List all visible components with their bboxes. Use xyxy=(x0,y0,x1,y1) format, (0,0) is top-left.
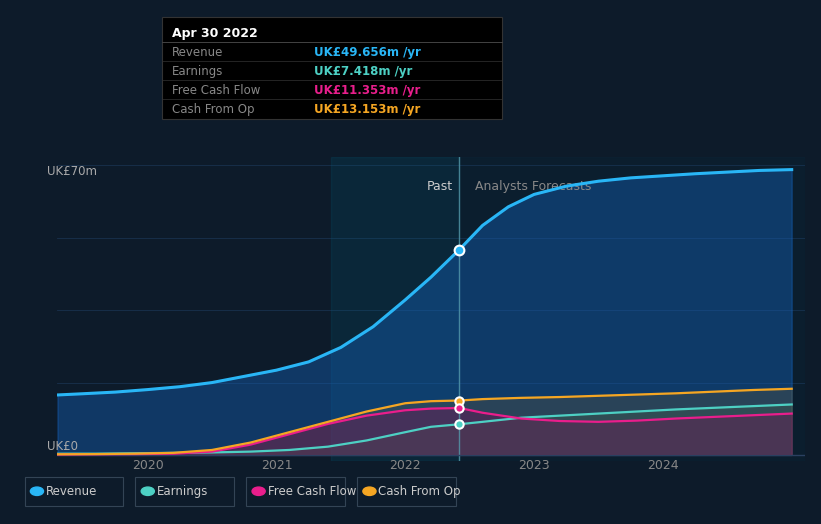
Bar xyxy=(331,157,460,461)
Text: UK£70m: UK£70m xyxy=(47,166,97,179)
Text: UK£13.153m /yr: UK£13.153m /yr xyxy=(314,103,420,116)
Text: 2023: 2023 xyxy=(518,459,550,472)
Text: Cash From Op: Cash From Op xyxy=(172,103,254,116)
Text: Earnings: Earnings xyxy=(157,485,209,498)
Text: UK£49.656m /yr: UK£49.656m /yr xyxy=(314,46,420,59)
Text: Apr 30 2022: Apr 30 2022 xyxy=(172,27,257,40)
Text: Revenue: Revenue xyxy=(172,46,223,59)
Text: UK£11.353m /yr: UK£11.353m /yr xyxy=(314,84,420,97)
Text: 2020: 2020 xyxy=(131,459,163,472)
Text: 2024: 2024 xyxy=(647,459,679,472)
Text: Analysts Forecasts: Analysts Forecasts xyxy=(475,180,591,193)
Text: 2022: 2022 xyxy=(389,459,421,472)
Text: UK£0: UK£0 xyxy=(47,440,78,453)
Text: Free Cash Flow: Free Cash Flow xyxy=(268,485,356,498)
Text: 2021: 2021 xyxy=(260,459,292,472)
Text: Earnings: Earnings xyxy=(172,65,223,78)
Text: UK£7.418m /yr: UK£7.418m /yr xyxy=(314,65,412,78)
Text: Cash From Op: Cash From Op xyxy=(378,485,461,498)
Bar xyxy=(460,157,805,461)
Text: Revenue: Revenue xyxy=(46,485,98,498)
Text: Free Cash Flow: Free Cash Flow xyxy=(172,84,260,97)
Text: Past: Past xyxy=(427,180,453,193)
